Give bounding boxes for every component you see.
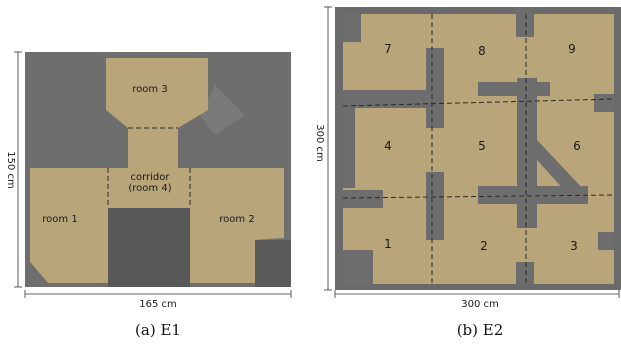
e2-room-3-label: 3 — [570, 239, 578, 253]
e2-height-label: 300 cm — [314, 124, 325, 162]
e2-room-4-label: 4 — [384, 139, 392, 153]
e1-wall-corner-dark — [255, 240, 291, 287]
e2-caption: (b) E2 — [457, 321, 504, 339]
e2-diagonal-wall — [537, 140, 586, 192]
e1-room-3-label: room 3 — [132, 84, 167, 95]
e1-wall-shade — [200, 85, 245, 135]
e1-wall-bottom-dark — [108, 208, 190, 287]
e1-room-2-floor — [190, 168, 284, 283]
e1-corridor-band — [108, 168, 190, 208]
e1-room-2-label: room 2 — [219, 214, 254, 225]
e1-map: room 3 corridor (room 4) room 1 room 2 1… — [5, 51, 292, 339]
e2-room-8-label: 8 — [478, 44, 486, 58]
e2-partitions — [342, 14, 615, 284]
e2-interior-walls — [343, 7, 614, 284]
e1-room-1-floor — [30, 168, 108, 283]
e1-room-3-floor — [106, 58, 208, 128]
e2-width-label: 300 cm — [461, 299, 499, 310]
e1-caption: (a) E1 — [135, 321, 181, 339]
e1-width-label: 165 cm — [139, 299, 177, 310]
e2-room-1-label: 1 — [384, 237, 392, 251]
e1-room-1-label: room 1 — [42, 214, 77, 225]
e2-room-7-label: 7 — [384, 42, 392, 56]
e1-corridor-label: corridor — [130, 172, 170, 183]
e2-room-5-label: 5 — [478, 139, 486, 153]
e1-corridor-floor — [128, 128, 178, 168]
e2-room-2-label: 2 — [480, 239, 488, 253]
e2-floor — [343, 14, 614, 284]
e2-room-6-label: 6 — [573, 139, 581, 153]
e1-wall-notch — [30, 262, 48, 283]
e2-map: 7 8 9 4 5 6 1 2 3 300 cm 300 cm (b) E2 — [314, 6, 621, 339]
e1-height-label: 150 cm — [5, 151, 16, 189]
e2-room-9-label: 9 — [568, 42, 576, 56]
e1-corridor-sub-label: (room 4) — [128, 183, 171, 194]
